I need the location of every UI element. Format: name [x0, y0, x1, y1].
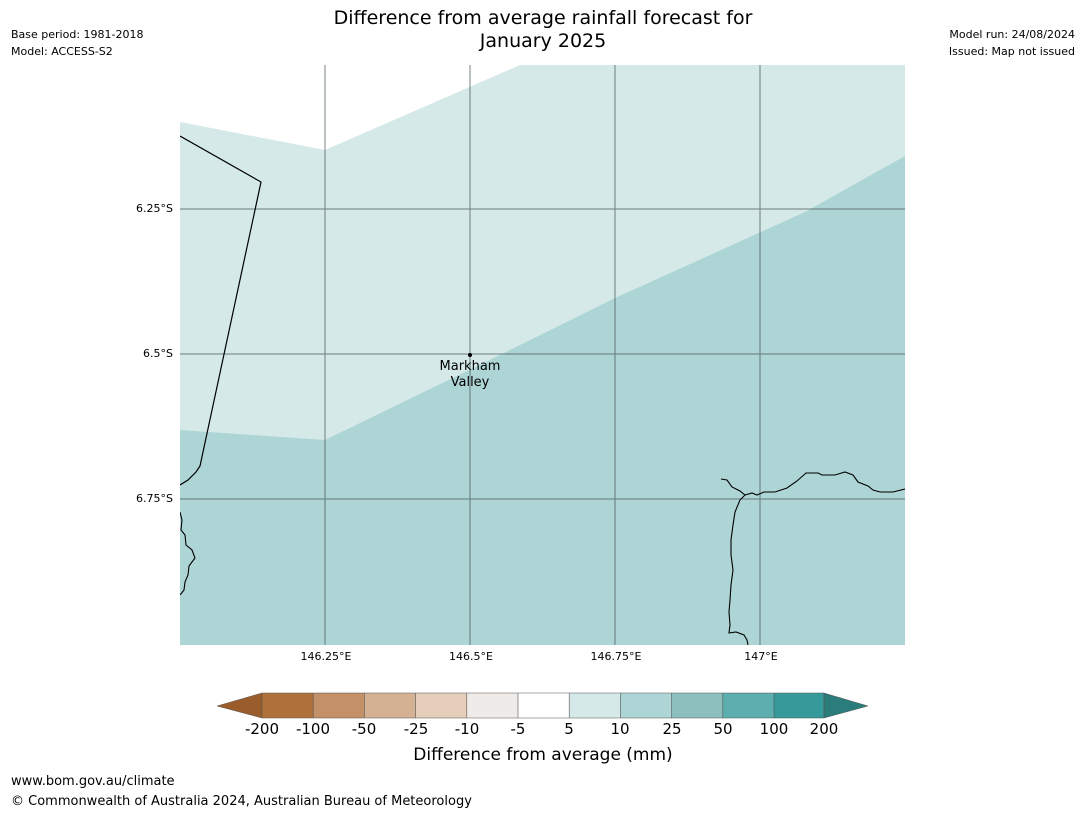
colorbar-max-arrow [823, 692, 869, 719]
coastline-east [720, 471, 905, 496]
colorbar-cell [415, 693, 467, 718]
base-period-text: Base period: 1981-2018 [11, 28, 144, 41]
graticule [180, 65, 905, 645]
colorbar-label: 100 [759, 720, 789, 738]
colorbar-cell [774, 693, 824, 718]
colorbar-min-arrow [216, 692, 263, 719]
colorbar-title: Difference from average (mm) [413, 745, 673, 765]
colorbar [216, 692, 869, 719]
place-label: Markham Valley [410, 359, 530, 391]
map-title: Difference from average rainfall forecas… [243, 7, 843, 53]
colorbar-label: 10 [610, 720, 630, 738]
footer-url: www.bom.gov.au/climate [11, 774, 175, 789]
lat-tick-label: 6.75°S [136, 492, 173, 505]
place-label-line-2: Valley [450, 375, 490, 390]
colorbar-cell [722, 693, 774, 718]
colorbar-cell [671, 693, 723, 718]
colorbar-label: -10 [454, 720, 480, 738]
model-text: Model: ACCESS-S2 [11, 45, 113, 58]
colorbar-cell [518, 693, 570, 718]
coastline-west [180, 511, 196, 596]
colorbar-label: 200 [809, 720, 839, 738]
colorbar-label: 25 [662, 720, 682, 738]
colorbar-cell [466, 693, 518, 718]
title-line-2: January 2025 [479, 30, 607, 52]
place-label-line-1: Markham [439, 359, 501, 374]
lat-tick-label: 6.5°S [143, 347, 173, 360]
colorbar-cell [262, 693, 314, 718]
meta-right: Model run: 24/08/2024 Issued: Map not is… [949, 26, 1075, 60]
rain-band-10-25 [180, 156, 905, 645]
lon-tick-label: 146.5°E [449, 650, 493, 663]
colorbar-cell [620, 693, 672, 718]
footer-copyright: © Commonwealth of Australia 2024, Austra… [11, 794, 472, 809]
colorbar-cell [569, 693, 621, 718]
model-run-text: Model run: 24/08/2024 [949, 28, 1075, 41]
border-line [180, 135, 262, 486]
lon-tick-label: 146.25°E [300, 650, 352, 663]
colorbar-cell [313, 693, 365, 718]
colorbar-label: -25 [403, 720, 429, 738]
lat-tick-label: 6.25°S [136, 202, 173, 215]
title-line-1: Difference from average rainfall forecas… [333, 7, 753, 29]
colorbar-label: -200 [244, 720, 280, 738]
meta-left: Base period: 1981-2018 Model: ACCESS-S2 [11, 26, 143, 60]
colorbar-label: 5 [564, 720, 574, 738]
colorbar-label: -50 [351, 720, 377, 738]
colorbar-label: -5 [510, 720, 526, 738]
issued-text: Issued: Map not issued [948, 45, 1075, 58]
colorbar-label: 50 [713, 720, 733, 738]
coastline-east-south [728, 494, 749, 645]
colorbar-label: -100 [295, 720, 331, 738]
lon-tick-label: 146.75°E [590, 650, 642, 663]
place-marker [468, 353, 472, 357]
lon-tick-label: 147°E [744, 650, 778, 663]
map-area [180, 65, 905, 645]
colorbar-cell [364, 693, 416, 718]
